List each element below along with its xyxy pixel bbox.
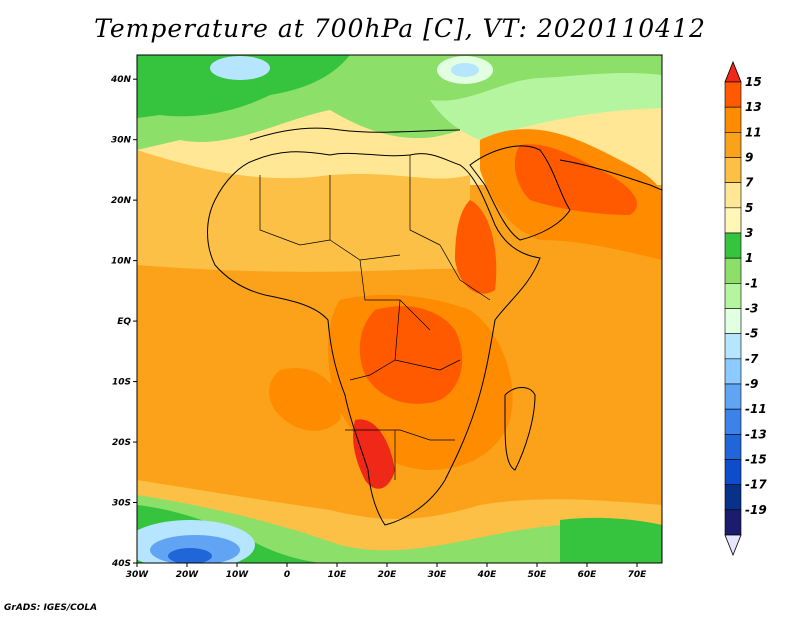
legend-label: -7 <box>745 352 759 366</box>
legend-swatch <box>724 207 742 234</box>
lon-label: 30E <box>428 570 448 580</box>
legend-label: -5 <box>745 327 758 341</box>
legend-swatch <box>724 132 742 158</box>
legend-label: 13 <box>745 100 762 114</box>
lat-label: 10N <box>111 257 132 267</box>
lon-label: 10E <box>328 570 348 580</box>
lat-label: 20S <box>112 438 131 448</box>
legend-swatch <box>724 157 742 183</box>
legend-swatch <box>724 509 742 536</box>
map-title: Temperature at 700hPa [C], VT: 202011041… <box>94 14 706 43</box>
legend-swatch <box>724 182 742 209</box>
lat-label: 30S <box>112 499 131 509</box>
legend-swatch <box>724 383 742 410</box>
lat-label: 40S <box>111 559 131 569</box>
legend-swatch <box>724 408 742 435</box>
legend-label: -17 <box>745 478 767 492</box>
lat-label: 30N <box>111 136 132 146</box>
legend-label: 1 <box>745 251 753 265</box>
legend-label: -9 <box>745 377 758 391</box>
map-frame <box>136 54 663 564</box>
legend-swatch <box>724 484 742 511</box>
lat-label: 20N <box>111 196 132 206</box>
legend-swatch <box>724 232 742 259</box>
legend-label: -13 <box>745 427 767 441</box>
legend-swatch <box>724 81 742 108</box>
legend-swatch <box>724 333 742 360</box>
legend-label: 9 <box>745 151 753 165</box>
legend-label: -15 <box>745 453 767 467</box>
color-legend: 15 13 11 9 7 5 3 1 -1 -3 -5 -7 -9 -11 -13 -15 -17 -19 <box>724 60 767 557</box>
legend-swatch <box>724 358 742 385</box>
lon-label: 50E <box>528 570 548 580</box>
coastlines <box>207 127 662 526</box>
legend-label: 15 <box>745 75 762 89</box>
legend-label: -11 <box>745 402 767 416</box>
latitude-axis: 40N 30N 20N 10N EQ 10S 20S 30S 40S <box>110 75 137 569</box>
legend-label: 7 <box>745 176 754 190</box>
lon-label: 10W <box>226 570 250 580</box>
lat-label: 40N <box>110 75 132 85</box>
legend-swatch <box>724 106 742 133</box>
lon-label: 0 <box>284 570 290 580</box>
lon-label: 30W <box>126 570 150 580</box>
lon-label: 40E <box>477 570 498 580</box>
lon-label: 20W <box>176 570 200 580</box>
lon-label: 20E <box>378 570 398 580</box>
legend-label: -19 <box>745 503 767 517</box>
legend-swatch <box>724 257 742 284</box>
legend-label: -1 <box>745 276 758 290</box>
legend-swatch <box>724 434 742 460</box>
lon-label: 70E <box>628 570 648 580</box>
legend-arrow-top <box>724 60 742 83</box>
lat-label: 10S <box>112 378 131 388</box>
credit-text: GrADS: IGES/COLA <box>4 603 98 613</box>
legend-label: 11 <box>745 125 762 139</box>
legend-arrow-bottom <box>724 534 742 557</box>
lon-label: 60E <box>578 570 598 580</box>
legend-label: 3 <box>745 226 753 240</box>
legend-label: 5 <box>745 201 753 215</box>
lat-label: EQ <box>117 317 131 327</box>
longitude-axis: 30W 20W 10W 0 10E 20E 30E 40E 50E 60E 70E <box>126 563 647 580</box>
legend-swatch <box>724 283 742 309</box>
legend-swatch <box>724 308 742 334</box>
country-borders <box>259 155 491 480</box>
legend-label: -3 <box>745 302 758 316</box>
legend-swatch <box>724 459 742 485</box>
